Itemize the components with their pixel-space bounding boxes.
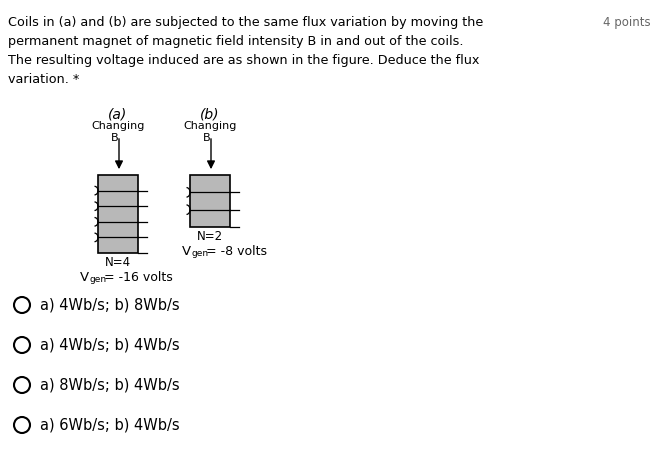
Text: variation. *: variation. * [8, 73, 79, 86]
Text: B: B [111, 133, 119, 143]
Text: (a): (a) [108, 108, 128, 122]
Text: gen: gen [191, 249, 208, 258]
Text: 4 points: 4 points [604, 16, 651, 29]
Text: Changing: Changing [183, 121, 237, 131]
Text: V: V [80, 271, 89, 284]
Text: Changing: Changing [92, 121, 145, 131]
Text: a) 8Wb/s; b) 4Wb/s: a) 8Wb/s; b) 4Wb/s [40, 378, 180, 392]
Text: B: B [203, 133, 211, 143]
Bar [190, 175, 230, 227]
Text: gen: gen [89, 275, 106, 284]
Text: The resulting voltage induced are as shown in the figure. Deduce the flux: The resulting voltage induced are as sho… [8, 54, 479, 67]
Text: Coils in (a) and (b) are subjected to the same flux variation by moving the: Coils in (a) and (b) are subjected to th… [8, 16, 483, 29]
Text: = -16 volts: = -16 volts [104, 271, 173, 284]
Text: N=4: N=4 [105, 256, 131, 269]
Text: a) 6Wb/s; b) 4Wb/s: a) 6Wb/s; b) 4Wb/s [40, 418, 180, 433]
Text: = -8 volts: = -8 volts [206, 245, 267, 258]
Text: a) 4Wb/s; b) 8Wb/s: a) 4Wb/s; b) 8Wb/s [40, 297, 180, 313]
Text: V: V [182, 245, 191, 258]
Text: (b): (b) [200, 108, 219, 122]
Text: N=2: N=2 [197, 230, 223, 243]
Text: permanent magnet of magnetic field intensity B in and out of the coils.: permanent magnet of magnetic field inten… [8, 35, 463, 48]
Text: a) 4Wb/s; b) 4Wb/s: a) 4Wb/s; b) 4Wb/s [40, 338, 180, 352]
Bar [98, 175, 138, 253]
